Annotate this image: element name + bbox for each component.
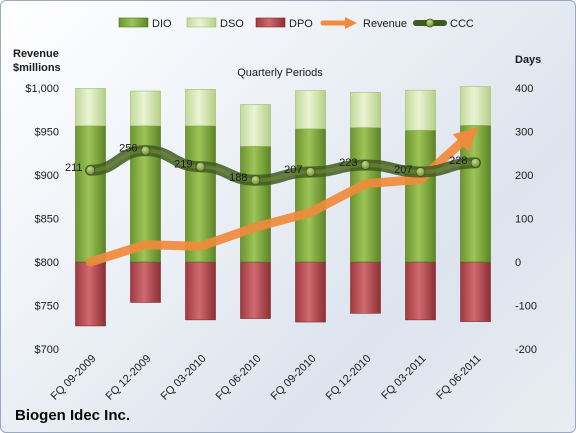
x-tick-label: FQ 06-2010 [214, 353, 264, 403]
legend-label: DSO [220, 18, 244, 30]
dso-bar [460, 86, 491, 126]
dpo-bar [405, 261, 436, 321]
dio-bar [75, 125, 106, 263]
dso-bar [130, 90, 161, 127]
right-tick-label: 400 [515, 83, 533, 95]
x-tick-label: FQ 03-2011 [379, 353, 428, 402]
left-tick-label: $700 [35, 344, 59, 356]
x-tick-label: FQ 12-2009 [104, 353, 154, 403]
x-tick-label: FQ 09-2009 [49, 353, 99, 403]
ccc-data-label: 207 [284, 164, 302, 176]
dso-bar [350, 92, 381, 128]
ccc-data-label: 188 [229, 172, 247, 184]
right-tick-label: 100 [515, 214, 533, 226]
legend-swatch [118, 17, 149, 28]
legend-label: Revenue [363, 18, 407, 30]
dso-bar [295, 90, 326, 130]
x-tick-label: FQ 06-2011 [434, 353, 483, 402]
left-tick-label: $1,000 [25, 83, 59, 95]
ccc-series: 211 256 219 188 207 223 207 228 [65, 143, 481, 186]
dio-bar [240, 145, 271, 263]
left-axis: $700 $750 $800 $850 $900 $950 $1,000 [25, 83, 59, 356]
x-axis: FQ 09-2009 FQ 12-2009 FQ 03-2010 FQ 06-2010… [49, 353, 484, 403]
left-tick-label: $950 [35, 127, 59, 139]
legend: DIO DSO DPO Revenue CCC [118, 17, 474, 30]
ccc-data-label: 223 [339, 157, 357, 169]
legend-label: DIO [152, 18, 172, 30]
x-tick-label: FQ 03-2010 [159, 353, 209, 403]
dso-bar [75, 88, 106, 127]
dio-bar [350, 127, 381, 263]
right-tick-label: 0 [515, 257, 521, 269]
ccc-point [250, 175, 261, 186]
dpo-bar [240, 261, 271, 319]
ccc-point [415, 167, 426, 177]
legend-swatch [255, 17, 286, 28]
legend-label: CCC [450, 18, 474, 30]
ccc-data-label: 219 [174, 159, 192, 171]
revenue-line [86, 133, 472, 267]
left-tick-label: $850 [35, 214, 59, 226]
x-tick-label: FQ 12-2010 [324, 353, 374, 403]
ccc-data-label: 211 [65, 162, 83, 174]
dso-bar [185, 89, 216, 127]
ccc-point [140, 145, 151, 156]
ccc-data-label: 228 [449, 155, 467, 167]
dio-bar [460, 125, 491, 263]
left-axis-label-line1: Revenue [13, 48, 59, 60]
revenue-series [86, 127, 479, 267]
dpo-bar [295, 261, 326, 323]
right-axis: -200 -100 0 100 200 300 400 [515, 83, 537, 356]
dio-bar [295, 128, 326, 263]
ccc-point [195, 161, 206, 172]
dpo-bar [130, 261, 161, 303]
right-tick-label: -200 [515, 344, 537, 356]
dpo-bar [185, 261, 216, 321]
ccc-point [305, 167, 316, 177]
dpo-bar [350, 261, 381, 314]
company-name: Biogen Idec Inc. [15, 407, 131, 424]
x-tick-label: FQ 09-2010 [269, 353, 319, 403]
left-tick-label: $800 [35, 257, 59, 269]
dpo-bar [75, 261, 106, 327]
right-tick-label: 200 [515, 170, 533, 182]
dpo-bar [460, 261, 491, 322]
right-axis-label: Days [515, 54, 541, 66]
ccc-data-label: 207 [394, 164, 412, 176]
revenue-arrowhead [452, 127, 479, 153]
dso-bar [240, 104, 271, 147]
ccc-point [85, 165, 96, 176]
left-axis-label-line2: $millions [13, 62, 61, 74]
right-tick-label: 300 [515, 127, 533, 139]
ccc-point [470, 157, 481, 168]
ccc-data-label: 256 [119, 143, 137, 155]
bars [75, 86, 491, 327]
chart-title: Quarterly Periods [237, 67, 323, 79]
dso-bar [405, 89, 436, 131]
left-tick-label: $900 [35, 170, 59, 182]
legend-label: DPO [289, 18, 313, 30]
ccc-point [360, 160, 371, 170]
right-tick-label: -100 [515, 301, 537, 313]
legend-swatch [186, 17, 217, 28]
dio-bar [405, 129, 436, 263]
left-tick-label: $750 [35, 301, 59, 313]
